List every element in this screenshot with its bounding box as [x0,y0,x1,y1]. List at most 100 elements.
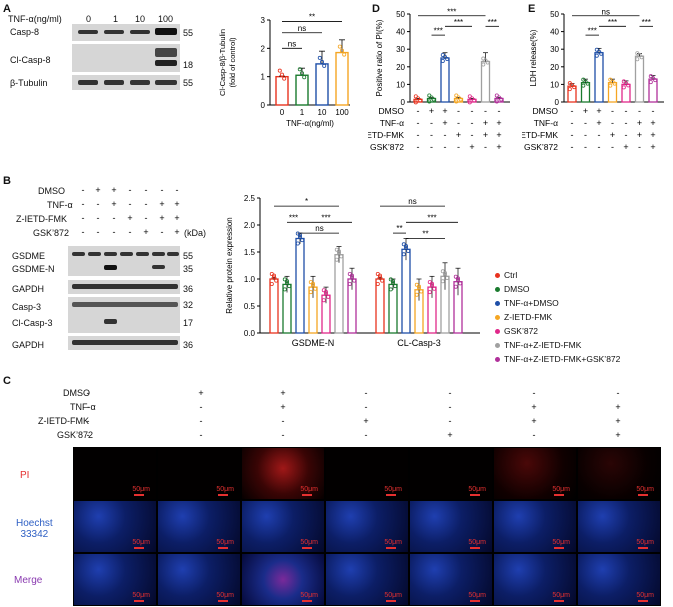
y-tick-label: 2.5 [244,194,256,203]
data-point [277,68,282,73]
y-tick-label: 1.5 [244,248,256,257]
sign-mark: - [200,402,203,412]
data-point [612,81,617,86]
sign-mark: - [176,185,179,195]
sign-mark: - [584,118,587,128]
sign-mark: - [97,213,100,223]
y-tick-label: 0 [401,98,406,107]
sign-mark: + [531,402,536,412]
condition-label: GSK’872 [370,142,404,152]
row-gsdme-n: GSDME-N [12,264,55,274]
scale-bar [302,494,312,496]
data-point [287,284,292,289]
data-point [626,83,631,88]
scale-bar-label: 50μm [300,486,318,493]
blot-casp8 [72,24,180,41]
blot-gapdh-2 [68,336,180,350]
y-tick-label: 50 [550,10,559,19]
sign-mark: + [111,199,116,209]
scale-bar [638,547,648,549]
microscopy-tile: 50μm [577,500,661,553]
legend-entry: GSK’872 [495,324,620,338]
kda-a-1: 55 [183,28,194,38]
data-point [442,270,447,275]
microscopy-tile: 50μm [157,447,241,500]
scale-bar [134,494,144,496]
y-tick-label: 30 [550,45,559,54]
microscopy-tile: 50μm [241,500,325,553]
data-point [413,100,418,105]
b-cond-tnf: TNF-α [47,200,73,210]
data-point [308,290,313,295]
sign-mark: - [598,142,601,152]
y-tick-label: 50 [396,10,405,19]
sign-mark: - [82,199,85,209]
data-point [326,294,331,299]
data-point [406,248,411,253]
sign-mark: - [611,106,614,116]
scale-bar-label: 50μm [132,539,150,546]
sign-mark: + [174,213,179,223]
data-point [429,281,434,286]
legend-label: Ctrl [504,270,518,280]
row-casp8: Casp-8 [10,27,40,37]
scale-bar [218,600,228,602]
legend-swatch [495,356,500,362]
panel-a-letter: A [3,3,11,15]
condition-label: TNF-α [534,118,558,128]
legend-label: GSK’872 [504,326,539,336]
data-point [403,245,408,250]
y-tick-label: 10 [550,80,559,89]
bar [375,278,385,334]
scale-bar-label: 50μm [636,539,654,546]
dose-100: 100 [158,14,174,24]
sign-mark: + [159,199,164,209]
sign-mark: - [200,416,203,426]
data-point [334,257,339,262]
data-point [481,62,486,67]
sign-mark: - [444,142,447,152]
y-tick-label: 2.0 [244,221,256,230]
scale-bar-label: 50μm [300,592,318,599]
row-cl-casp8: Cl-Casp-8 [10,55,51,65]
condition-label: GSK’872 [524,142,558,152]
significance-label: ns [602,7,610,16]
scale-bar-label: 50μm [552,592,570,599]
data-point [295,241,300,246]
condition-label: Z-IETD-FMK [522,130,558,140]
row-cl-casp3: Cl-Casp-3 [12,318,53,328]
blot-gsdme [68,246,180,276]
scale-bar-label: 50μm [216,486,234,493]
microscopy-tile: 50μm [577,553,661,606]
data-point [583,79,588,84]
sign-mark: + [159,213,164,223]
microscopy-tile: 50μm [325,447,409,500]
data-point [467,94,472,99]
bar [648,78,658,103]
condition-label: Z-IETD-FMK [368,130,404,140]
sign-mark: + [637,130,642,140]
data-point [414,292,419,297]
chart-b: 0.0 0.5 1.0 1.5 2.0 2.5 Relative protein expre… [225,194,480,348]
c-cond-gsk: GSK’872 [57,430,94,440]
kda-b-5: 17 [183,318,194,328]
microscopy-tile: 50μm [73,500,157,553]
sign-mark: - [449,388,452,398]
scale-bar-label: 50μm [384,486,402,493]
data-point [418,98,423,103]
significance-label: * [305,197,308,206]
scale-bar [554,600,564,602]
scale-bar [134,600,144,602]
data-point [431,97,436,102]
b-cond-ietd: Z-IETD-FMK [16,214,67,224]
data-point [635,51,640,56]
sign-mark: - [430,142,433,152]
legend-swatch [495,300,500,306]
sign-mark: - [457,142,460,152]
sign-mark: + [650,142,655,152]
legend-entry: TNF-α+DMSO [495,296,620,310]
c-cond-dmso: DMSO [63,388,90,398]
microscopy-tile: 50μm [409,447,493,500]
sign-mark: - [87,416,90,426]
significance-label: ns [298,24,306,33]
